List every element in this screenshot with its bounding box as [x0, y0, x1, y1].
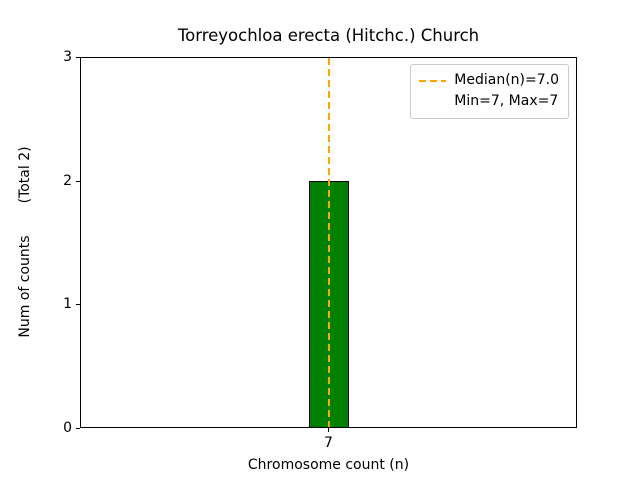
plot-area: Median(n)=7.0 Min=7, Max=7	[80, 57, 577, 428]
y-tick-mark	[76, 304, 80, 306]
y-tick-mark	[76, 57, 80, 58]
y-tick-label: 3	[63, 49, 72, 65]
x-axis-label: Chromosome count (n)	[247, 457, 410, 473]
legend-label-minmax: Min=7, Max=7	[454, 93, 559, 109]
y-tick-mark	[76, 180, 80, 182]
median-dashed-line-icon	[419, 79, 447, 82]
legend-label-median: Median(n)=7.0	[454, 72, 559, 88]
x-tick-label: 7	[324, 435, 333, 451]
legend-entry-minmax: Min=7, Max=7	[419, 91, 559, 112]
legend: Median(n)=7.0 Min=7, Max=7	[410, 64, 569, 119]
y-axis-label: Num of counts (Total 2)	[17, 146, 33, 337]
y-tick-mark	[76, 428, 80, 429]
y-tick-label: 1	[63, 296, 72, 313]
y-tick-label: 0	[63, 420, 72, 436]
median-line	[327, 58, 330, 427]
y-axis-label-text: Num of counts	[17, 235, 33, 338]
legend-entry-median: Median(n)=7.0	[419, 70, 559, 91]
y-axis-total-text: (Total 2)	[17, 146, 33, 204]
x-tick-mark	[328, 428, 329, 432]
legend-spacer	[419, 101, 446, 103]
chart-title: Torreyochloa erecta (Hitchc.) Church	[177, 26, 480, 45]
y-tick-label: 2	[63, 172, 72, 189]
